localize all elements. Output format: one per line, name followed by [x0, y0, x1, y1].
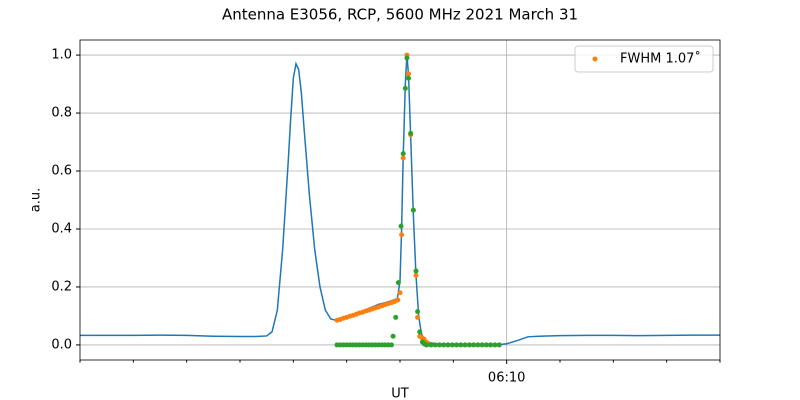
data-point [483, 342, 489, 348]
data-point [458, 342, 464, 348]
y-tick-label: 0.8 [51, 106, 72, 121]
data-point [406, 75, 412, 81]
data-point [390, 333, 396, 339]
data-point [492, 342, 498, 348]
data-point [398, 223, 404, 229]
data-point [424, 342, 430, 348]
data-point [413, 268, 419, 274]
data-point [408, 130, 414, 136]
data-point [432, 342, 438, 348]
y-tick-label: 1.0 [51, 48, 72, 63]
data-point [415, 314, 421, 320]
y-tick-label: 0.0 [51, 337, 72, 352]
data-point [395, 297, 401, 303]
data-point [471, 342, 477, 348]
data-point [428, 342, 434, 348]
data-point [399, 232, 405, 238]
data-point [496, 342, 502, 348]
y-tick-label: 0.4 [51, 221, 72, 236]
x-tick-label: 06:10 [488, 371, 525, 386]
data-point [397, 290, 403, 296]
data-point [436, 342, 442, 348]
data-point [400, 155, 406, 161]
data-point [400, 151, 406, 157]
data-point [445, 342, 451, 348]
data-point [395, 280, 401, 286]
data-point [449, 342, 455, 348]
data-point [413, 272, 419, 278]
data-point [406, 71, 412, 77]
data-point [393, 314, 399, 320]
x-axis-label: UT [391, 387, 409, 400]
y-tick-label: 0.6 [51, 164, 72, 179]
data-point [388, 342, 394, 348]
data-point [402, 85, 408, 91]
legend-marker [592, 56, 598, 62]
data-point [404, 55, 410, 61]
y-tick-label: 0.2 [51, 279, 72, 294]
data-point [488, 342, 494, 348]
plot-frame [79, 39, 721, 361]
data-point [417, 329, 423, 335]
data-point [415, 309, 421, 315]
legend-box [574, 45, 714, 73]
data-point [454, 342, 460, 348]
data-point [410, 207, 416, 213]
legend-label: FWHM 1.07˚ [620, 51, 701, 67]
data-point [462, 342, 468, 348]
chart-title: Antenna E3056, RCP, 5600 MHz 2021 March … [222, 6, 578, 24]
data-point [466, 342, 472, 348]
y-axis-label: a.u. [29, 188, 44, 212]
data-point [479, 342, 485, 348]
data-point [441, 342, 447, 348]
data-point [475, 342, 481, 348]
